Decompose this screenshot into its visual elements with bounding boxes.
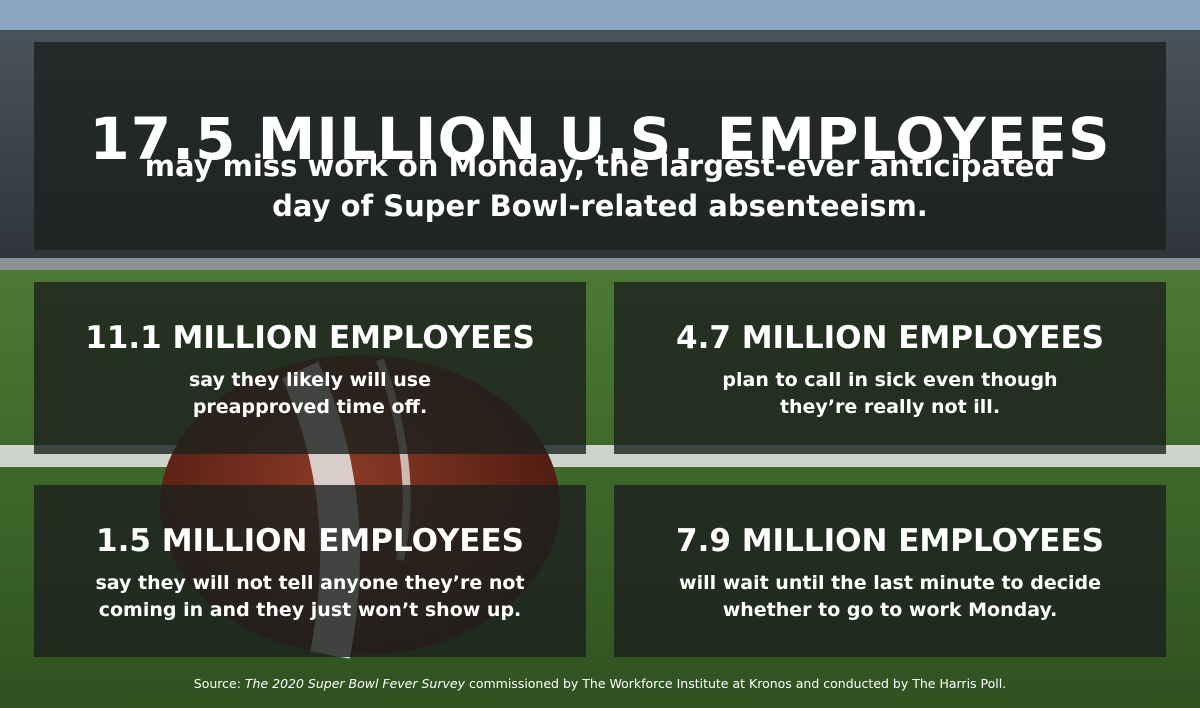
stat-description-line1: say they likely will use: [188, 369, 432, 391]
headline-subtitle-line2: day of Super Bowl-related absenteeism.: [272, 189, 928, 223]
stat-description: say they will not tell anyone they’re no…: [44, 570, 576, 624]
stat-title: 4.7 MILLION EMPLOYEES: [676, 320, 1104, 356]
stat-panel-no-show: 1.5 MILLION EMPLOYEES say they will not …: [34, 485, 586, 657]
stat-description: will wait until the last minute to decid…: [624, 570, 1156, 624]
stat-panel-last-minute-decision: 7.9 MILLION EMPLOYEES will wait until th…: [614, 485, 1166, 657]
stat-description-line2: whether to go to work Monday.: [722, 599, 1058, 621]
stat-description-line2: they’re really not ill.: [779, 396, 1001, 418]
stat-description-line2: preapproved time off.: [192, 396, 428, 418]
source-survey-title: The 2020 Super Bowl Fever Survey: [244, 676, 465, 691]
headline-subtitle-line1: may miss work on Monday, the largest-eve…: [144, 149, 1056, 183]
stat-title: 7.9 MILLION EMPLOYEES: [676, 523, 1104, 559]
stat-description-line1: will wait until the last minute to decid…: [679, 572, 1101, 594]
headline-title: 17.5 MILLION U.S. EMPLOYEES: [89, 105, 1111, 173]
source-citation: Source: The 2020 Super Bowl Fever Survey…: [0, 676, 1200, 691]
source-prefix: Source:: [193, 676, 245, 691]
stat-panel-call-in-sick: 4.7 MILLION EMPLOYEES plan to call in si…: [614, 282, 1166, 454]
stat-title: 1.5 MILLION EMPLOYEES: [96, 523, 524, 559]
stat-description-line2: coming in and they just won’t show up.: [98, 599, 522, 621]
headline-subtitle: may miss work on Monday, the largest-eve…: [54, 146, 1146, 226]
stat-description-line1: say they will not tell anyone they’re no…: [95, 572, 525, 594]
source-suffix: commissioned by The Workforce Institute …: [464, 676, 1007, 691]
stat-panel-preapproved-time-off: 11.1 MILLION EMPLOYEES say they likely w…: [34, 282, 586, 454]
stat-description: plan to call in sick even though they’re…: [624, 367, 1156, 421]
stat-description: say they likely will use preapproved tim…: [44, 367, 576, 421]
stat-title: 11.1 MILLION EMPLOYEES: [85, 320, 535, 356]
headline-panel: 17.5 MILLION U.S. EMPLOYEES may miss wor…: [34, 42, 1166, 250]
stat-description-line1: plan to call in sick even though: [722, 369, 1058, 391]
